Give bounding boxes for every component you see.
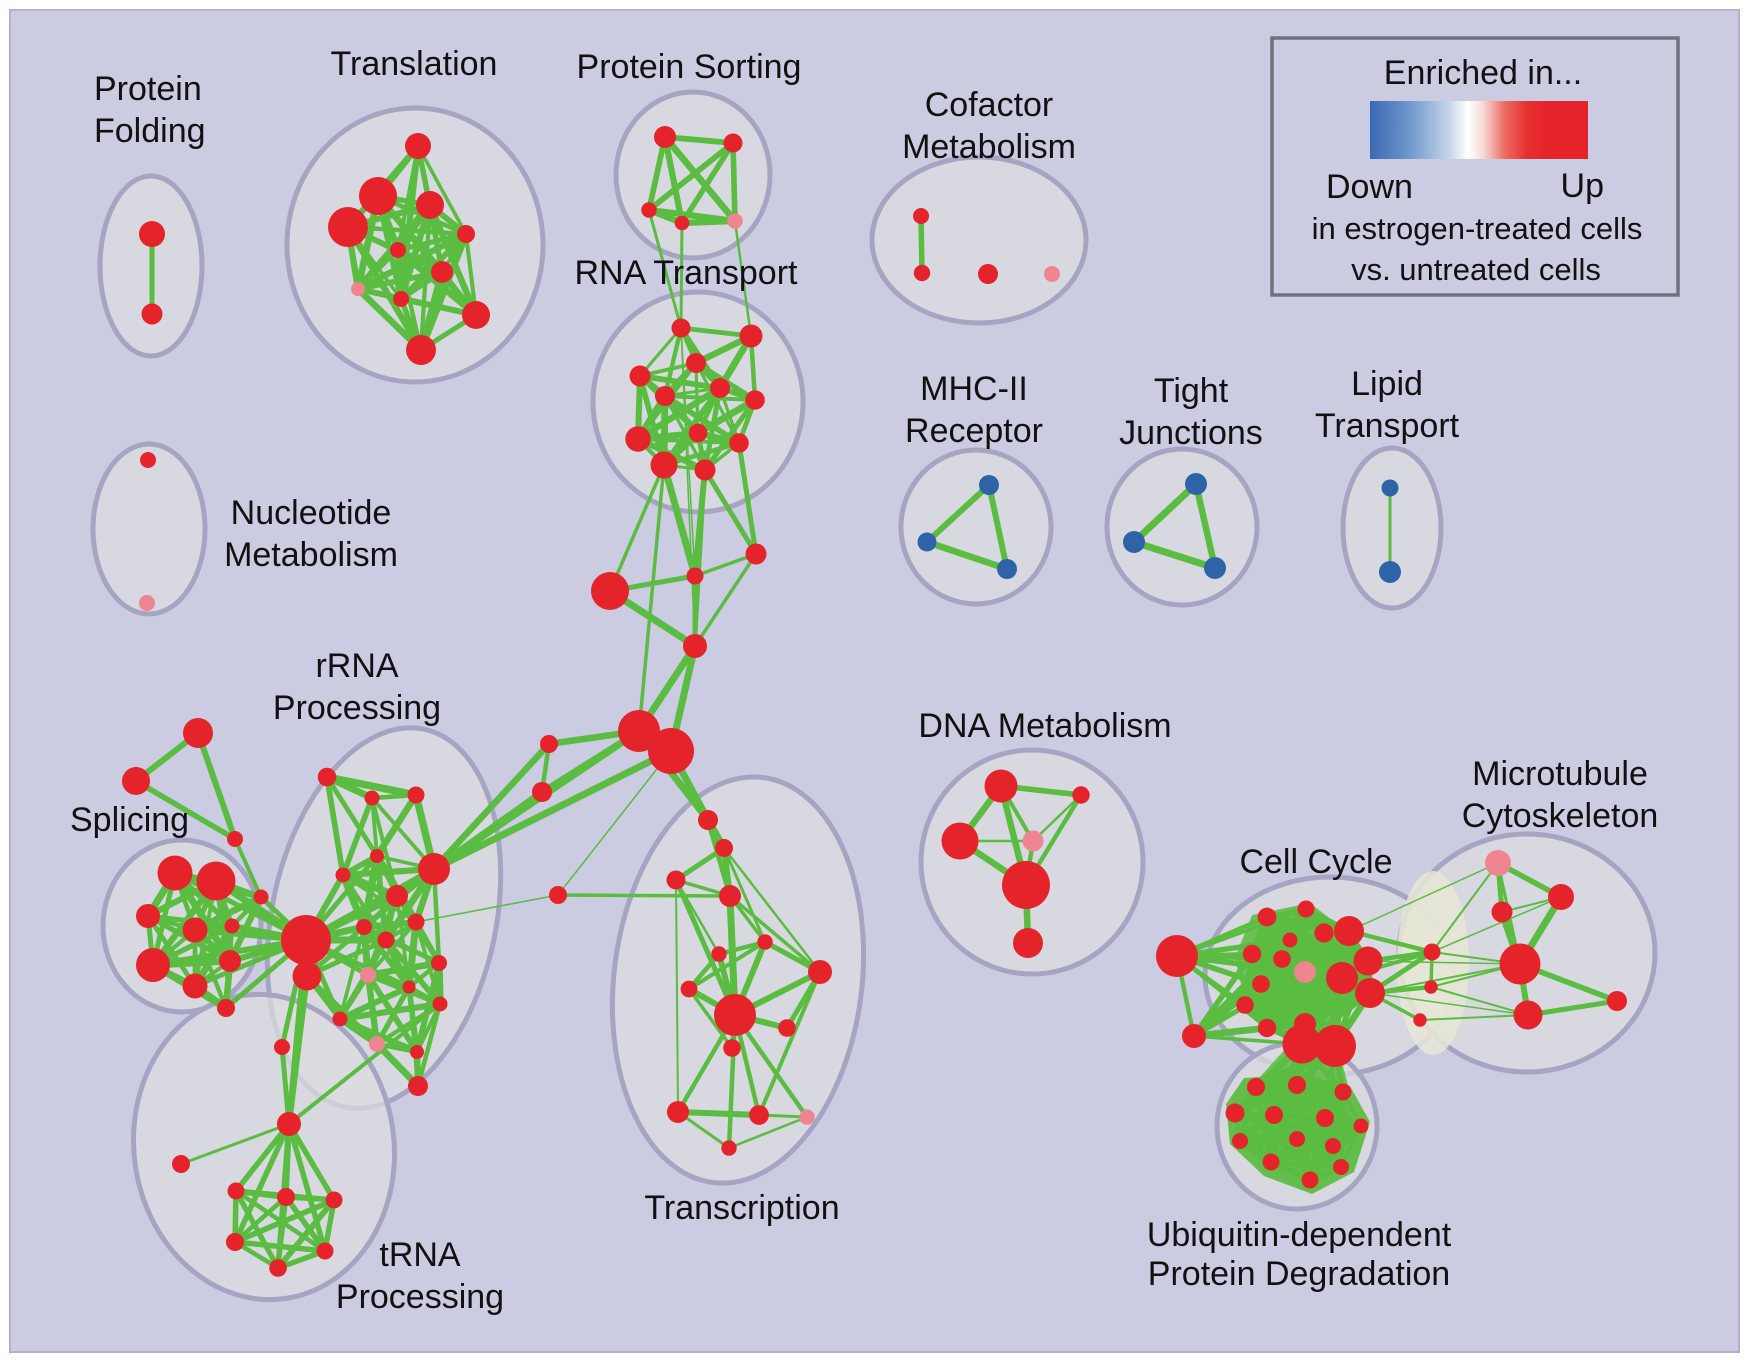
svg-text:Transport: Transport [1315, 407, 1460, 445]
svg-text:Cofactor: Cofactor [925, 86, 1054, 124]
svg-text:Junctions: Junctions [1119, 414, 1263, 452]
svg-text:Nucleotide: Nucleotide [231, 494, 392, 532]
svg-text:Enriched in...: Enriched in... [1384, 54, 1582, 92]
svg-text:RNA Transport: RNA Transport [575, 254, 799, 292]
svg-text:Down: Down [1326, 168, 1413, 206]
svg-text:Transcription: Transcription [644, 1189, 839, 1227]
svg-text:Protein: Protein [94, 70, 202, 108]
svg-text:Folding: Folding [94, 112, 206, 150]
svg-text:DNA Metabolism: DNA Metabolism [918, 707, 1171, 745]
svg-text:tRNA: tRNA [379, 1236, 461, 1274]
svg-text:Protein Degradation: Protein Degradation [1148, 1255, 1450, 1293]
svg-text:Metabolism: Metabolism [902, 128, 1076, 166]
svg-text:Up: Up [1561, 167, 1604, 205]
svg-text:Tight: Tight [1154, 372, 1229, 410]
svg-text:Microtubule: Microtubule [1472, 755, 1648, 793]
svg-text:MHC-II: MHC-II [920, 370, 1028, 408]
svg-text:Metabolism: Metabolism [224, 536, 398, 574]
svg-text:Processing: Processing [336, 1278, 504, 1316]
svg-text:Cytoskeleton: Cytoskeleton [1462, 797, 1659, 835]
svg-text:Cell Cycle: Cell Cycle [1239, 843, 1392, 881]
svg-text:Translation: Translation [331, 45, 498, 83]
svg-text:Lipid: Lipid [1351, 365, 1423, 403]
svg-text:Splicing: Splicing [70, 801, 189, 839]
svg-text:vs. untreated cells: vs. untreated cells [1351, 252, 1601, 287]
svg-text:Processing: Processing [273, 689, 441, 727]
svg-text:Ubiquitin-dependent: Ubiquitin-dependent [1147, 1216, 1452, 1254]
svg-text:Protein Sorting: Protein Sorting [577, 48, 802, 86]
svg-text:Receptor: Receptor [905, 412, 1043, 450]
svg-text:rRNA: rRNA [315, 647, 398, 685]
svg-text:in estrogen-treated cells: in estrogen-treated cells [1312, 211, 1643, 246]
